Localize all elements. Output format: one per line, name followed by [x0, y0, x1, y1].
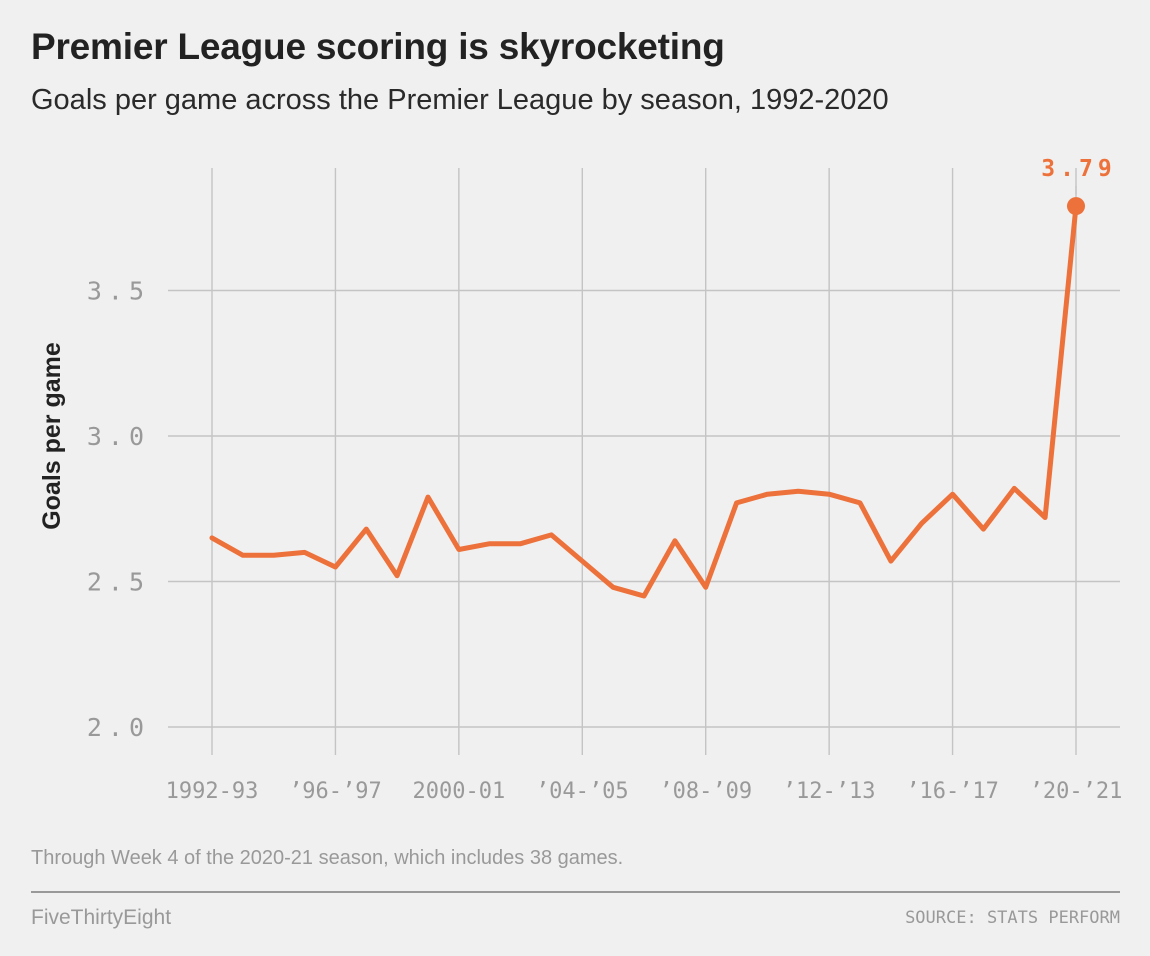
y-tick-label: 3.0 — [87, 422, 150, 451]
highlight-point — [1067, 197, 1085, 216]
x-tick-label: 2000-01 — [412, 779, 505, 804]
y-tick-label: 3.5 — [87, 277, 150, 306]
series-line — [209, 203, 1079, 599]
y-tick-label: 2.5 — [87, 568, 150, 597]
x-tick-label: ’12-’13 — [783, 779, 876, 804]
y-axis-label: Goals per game — [38, 342, 66, 530]
x-tick-label: ’04-’05 — [536, 779, 629, 804]
x-tick-label: ’08-’09 — [659, 779, 752, 804]
x-tick-label: ’96-’97 — [289, 779, 382, 804]
x-tick-label: ’20-’21 — [1030, 779, 1123, 804]
data-label: 3.79 — [1041, 156, 1116, 182]
chart-title: Premier League scoring is skyrocketing — [31, 26, 725, 67]
y-tick-label: 2.0 — [87, 713, 150, 742]
x-tick-label: 1992-93 — [166, 779, 259, 804]
line-chart: 2.0 2.5 3.0 3.5 1992-93 ’96-’97 2000-01 ’04-’05… — [38, 156, 1123, 804]
footnote: Through Week 4 of the 2020-21 season, wh… — [31, 847, 624, 869]
x-tick-label: ’16-’17 — [906, 779, 999, 804]
footer-divider — [31, 891, 1120, 893]
brand-logo-text: FiveThirtyEight — [31, 906, 172, 929]
chart-subtitle: Goals per game across the Premier League… — [31, 84, 889, 116]
source-credit: SOURCE: STATS PERFORM — [905, 908, 1120, 928]
